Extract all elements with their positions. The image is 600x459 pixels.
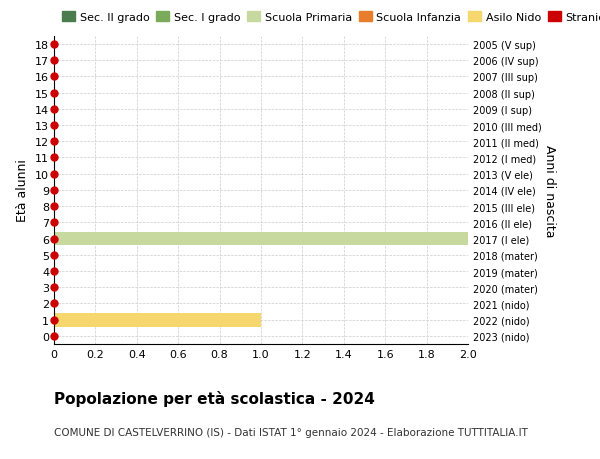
Bar xyxy=(54,313,261,327)
Y-axis label: Età alunni: Età alunni xyxy=(16,159,29,222)
Point xyxy=(49,154,59,162)
Text: Popolazione per età scolastica - 2024: Popolazione per età scolastica - 2024 xyxy=(54,390,375,406)
Point xyxy=(49,332,59,340)
Point xyxy=(49,268,59,275)
Point xyxy=(49,187,59,194)
Point xyxy=(49,138,59,146)
Legend: Sec. II grado, Sec. I grado, Scuola Primaria, Scuola Infanzia, Asilo Nido, Stran: Sec. II grado, Sec. I grado, Scuola Prim… xyxy=(59,10,600,25)
Point xyxy=(49,219,59,227)
Point xyxy=(49,90,59,97)
Point xyxy=(49,122,59,129)
Point xyxy=(49,41,59,49)
Y-axis label: Anni di nascita: Anni di nascita xyxy=(542,144,556,237)
Text: COMUNE DI CASTELVERRINO (IS) - Dati ISTAT 1° gennaio 2024 - Elaborazione TUTTITA: COMUNE DI CASTELVERRINO (IS) - Dati ISTA… xyxy=(54,427,528,437)
Point xyxy=(49,73,59,81)
Bar xyxy=(54,232,468,246)
Point xyxy=(49,252,59,259)
Point xyxy=(49,284,59,291)
Point xyxy=(49,203,59,210)
Point xyxy=(49,57,59,65)
Point xyxy=(49,106,59,113)
Point xyxy=(49,316,59,324)
Point xyxy=(49,235,59,243)
Point xyxy=(49,171,59,178)
Point xyxy=(49,300,59,308)
